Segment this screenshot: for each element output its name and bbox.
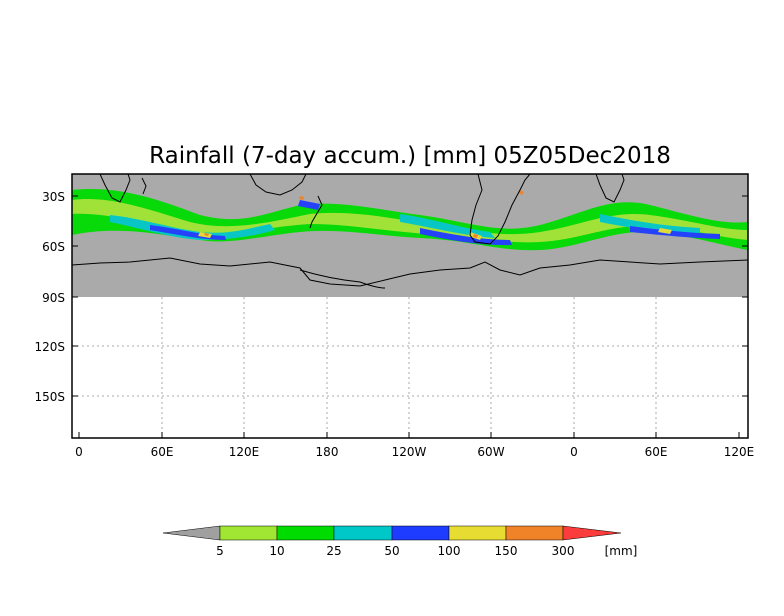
colorbar-label: 25 — [326, 544, 341, 558]
lat-label: 60S — [42, 240, 65, 254]
colorbar-segment — [505, 525, 564, 541]
colorbar-upper-arrow — [562, 525, 622, 541]
coastlines — [72, 174, 748, 289]
colorbar-label: 150 — [495, 544, 518, 558]
rain-band-blue — [150, 200, 720, 246]
lat-labels: 30S 60S 90S 120S 150S — [34, 190, 65, 404]
colorbar-unit: [mm] — [605, 544, 638, 558]
lon-label: 60W — [477, 445, 504, 459]
lon-label: 180 — [316, 445, 339, 459]
south-america-coast — [469, 174, 531, 245]
lon-label: 60E — [151, 445, 174, 459]
lat-label: 90S — [42, 291, 65, 305]
colorbar-label: 100 — [438, 544, 461, 558]
antarctica-coast — [72, 257, 748, 287]
colorbar-label: 300 — [552, 544, 575, 558]
new-zealand-coast — [309, 195, 323, 229]
africa-coast-left — [99, 174, 131, 203]
australia-coast — [249, 174, 307, 196]
lat-label: 120S — [34, 340, 65, 354]
lon-label: 120E — [229, 445, 260, 459]
lon-label: 60E — [645, 445, 668, 459]
map-frame — [71, 173, 749, 439]
lat-label: 150S — [34, 390, 65, 404]
colorbar-segment — [276, 525, 335, 541]
graticule — [72, 297, 748, 438]
colorbar-label: 5 — [216, 544, 224, 558]
rain-bands — [72, 189, 748, 251]
tick-marks — [72, 195, 748, 438]
rain-band-cyan — [110, 214, 700, 240]
lon-labels: 0 60E 120E 180 120W 60W 0 60E 120E — [75, 445, 754, 459]
madagascar-coast — [141, 177, 147, 195]
colorbar-segment — [391, 525, 450, 541]
africa-coast-right — [595, 174, 625, 203]
antarctica-shelf — [299, 269, 386, 289]
lon-label: 120W — [392, 445, 427, 459]
colorbar-label: 50 — [384, 544, 399, 558]
colorbar-segment — [333, 525, 393, 541]
colorbar-label: 10 — [269, 544, 284, 558]
map-title: Rainfall (7-day accum.) [mm] 05Z05Dec201… — [149, 143, 671, 169]
lat-label: 30S — [42, 190, 65, 204]
colorbar: 5 10 25 50 100 150 300 [mm] — [162, 525, 638, 558]
colorbar-segment — [219, 525, 278, 541]
lon-label: 0 — [75, 445, 83, 459]
rainfall-field — [72, 174, 748, 438]
lon-label: 120E — [724, 445, 755, 459]
colorbar-lower-arrow — [162, 525, 221, 541]
colorbar-segment — [448, 525, 507, 541]
lon-label: 0 — [570, 445, 578, 459]
